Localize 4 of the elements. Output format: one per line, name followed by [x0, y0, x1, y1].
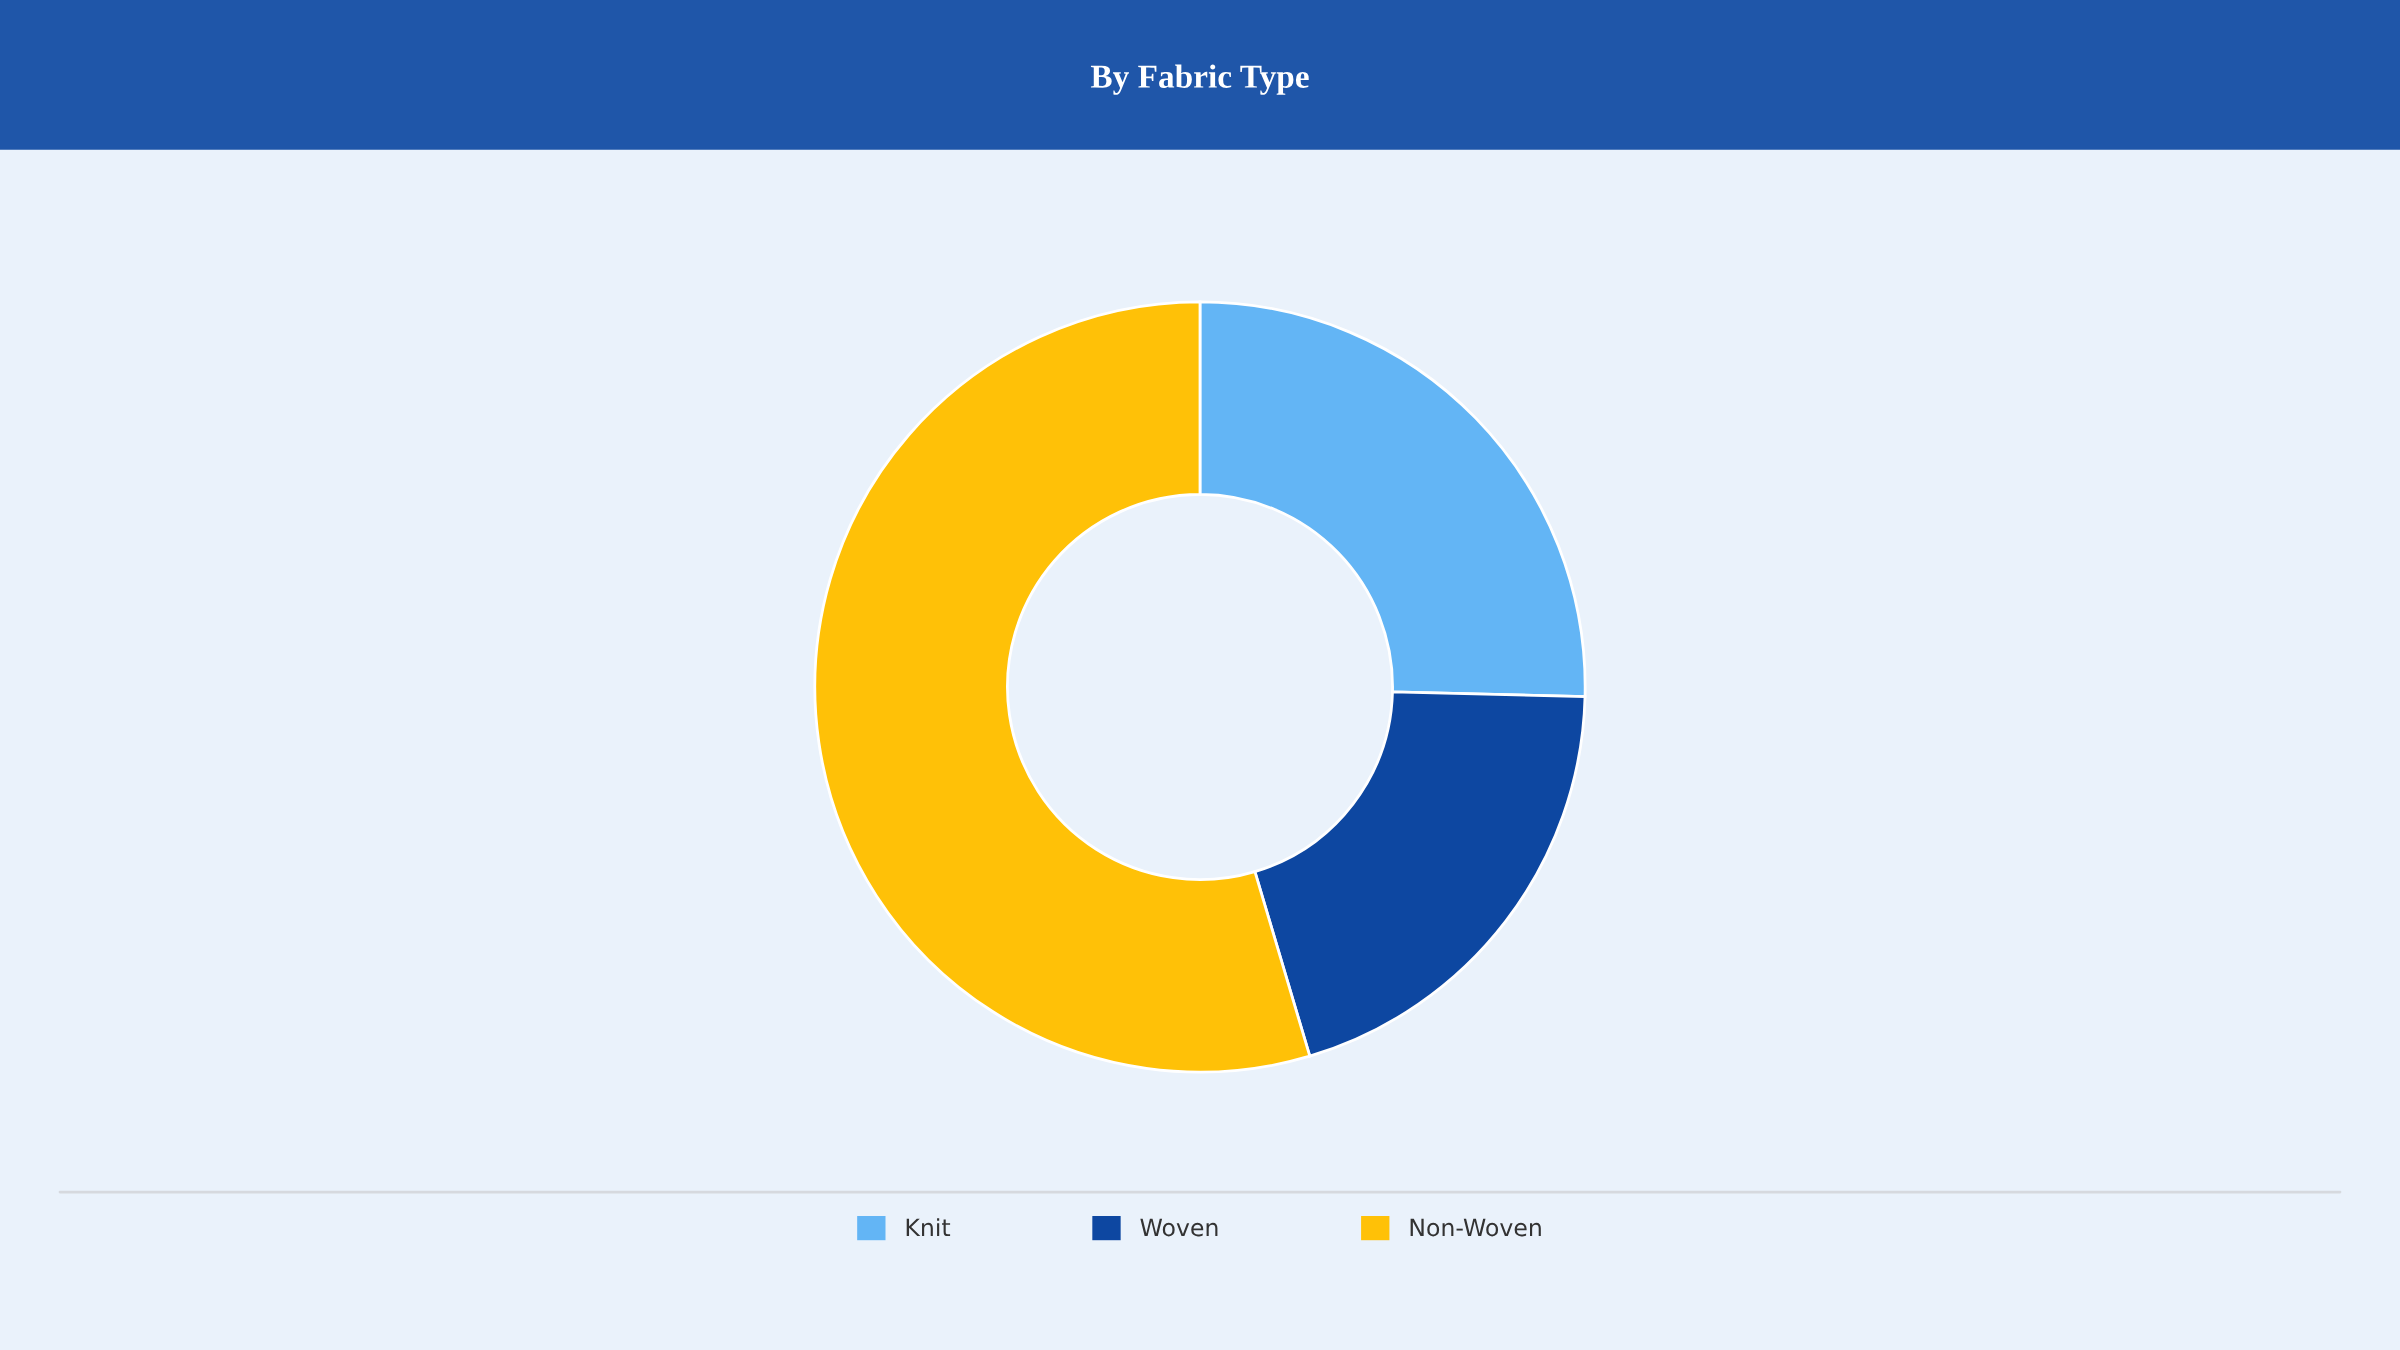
legend-label: Non-Woven	[1410, 1218, 1541, 1237]
legend-label: Knit	[906, 1218, 951, 1237]
legend-label: Woven	[1140, 1218, 1218, 1237]
chart-title: By Fabric Type	[1090, 64, 1309, 95]
